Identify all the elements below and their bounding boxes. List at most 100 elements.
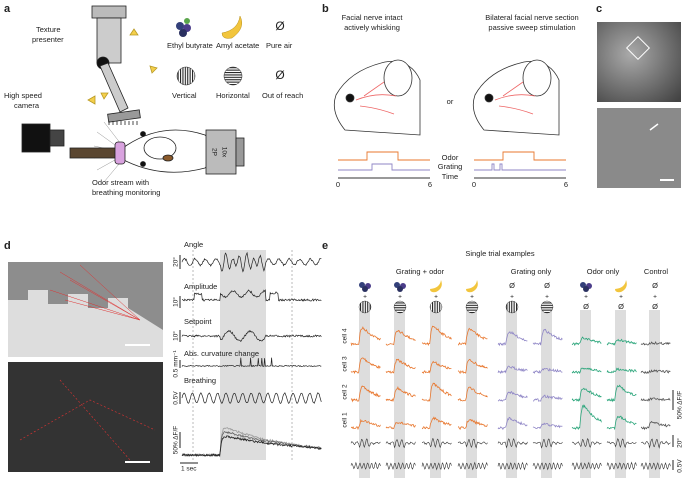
stimulus-window [394,310,405,478]
panel-label: c [596,3,602,15]
dff-trace [532,422,563,430]
dff-trace [571,387,602,402]
symbol: Ø [618,302,624,311]
grating-icon [505,300,519,314]
group-label: Control [644,267,669,276]
whisk-trace [457,438,488,449]
image [597,108,681,188]
symbol: Ø [275,68,284,82]
breathing-trace [532,462,563,471]
scale-label: 10° [172,297,180,307]
odor-icon [397,286,403,292]
dff-trace [571,367,602,375]
label: Facial nerve intact [342,13,404,22]
trace-label: Abs. curvature change [184,349,259,358]
symbol: + [545,294,549,301]
symbol: + [653,294,657,301]
behavior-trace [181,329,322,342]
image [8,362,163,472]
scale-label: 20° [172,257,180,267]
dff-trace [606,415,637,431]
label: Vertical [172,91,197,100]
label: High speed [4,91,42,100]
dff-trace [457,419,488,430]
dff-trace [421,360,452,374]
scale-label: 1 sec [181,466,197,473]
texture-edge [8,290,163,357]
dff-trace [421,382,452,402]
trace-label: Setpoint [184,317,212,326]
odor-icon [583,286,589,292]
arrow [649,123,659,131]
symbol: + [584,294,588,301]
odor-icon [466,280,478,293]
label: Odor stream with [92,178,149,187]
group-label: Grating only [511,267,552,276]
dff-trace [458,327,488,346]
panel-label: d [4,240,11,252]
odor-icon [362,286,368,292]
tick-label: 0 [336,180,340,189]
cell-label: cell 1 [342,412,349,428]
dff-trace [385,385,416,403]
panel-d-traces [179,251,322,458]
dff-trace [421,325,452,346]
dff-trace [350,326,381,347]
panel-label: a [4,3,11,15]
symbol: Ø [544,281,550,290]
scale-label: 0.5 mm⁻¹ [173,350,180,378]
stimulus-window [466,310,477,478]
whisk-trace [606,438,637,449]
dff-trace [497,390,528,402]
breathing-trace [350,461,381,470]
odor-icon [615,280,627,293]
label: Time [442,172,458,181]
whisk-trace [640,438,671,449]
label: or [447,97,454,106]
panel-label: e [322,240,328,252]
dff-trace [640,369,671,374]
behavior-trace [181,251,322,273]
breathing-trace [497,461,528,471]
setup-drawing [21,5,245,183]
trace-label: Angle [184,240,203,249]
whisk-trace [385,439,416,449]
scale-label: 0.5V [677,459,684,473]
label: presenter [32,35,64,44]
scale-label: 50% ΔF/F [173,426,180,455]
whisk-trace [532,438,563,449]
breathing-trace [640,461,671,471]
group-label: Grating + odor [396,267,445,276]
label: camera [14,101,40,110]
grating-icon [358,300,372,314]
symbol: + [398,294,402,301]
label: Amyl acetate [216,41,259,50]
symbol: Ø [509,281,515,290]
whisk-trace [422,438,452,449]
behavior-trace [181,392,322,405]
group-label: Odor only [587,267,620,276]
breathing-trace [571,461,602,471]
stimulus-window [541,310,552,478]
dff-trace [497,365,528,375]
dff-trace [571,404,602,431]
whisk-trace [350,438,381,449]
dff-trace [421,416,452,430]
marker [192,250,293,460]
label: passive sweep stimulation [488,23,575,32]
grating-icon [465,300,479,314]
roi [19,379,156,461]
symbol: + [363,294,367,301]
label: Bilateral facial nerve section [485,13,578,22]
dff-trace [385,358,416,374]
dff-trace [606,384,637,403]
dff-trace [351,418,381,431]
stimulus-window [220,250,266,460]
scale-label: 10° [172,331,180,341]
symbol: Ø [275,19,284,33]
dff-trace [385,329,416,346]
tick-label: 6 [564,180,568,189]
trace-label: Amplitude [184,282,217,291]
dff-trace [350,357,381,375]
dff-trace [457,386,488,402]
